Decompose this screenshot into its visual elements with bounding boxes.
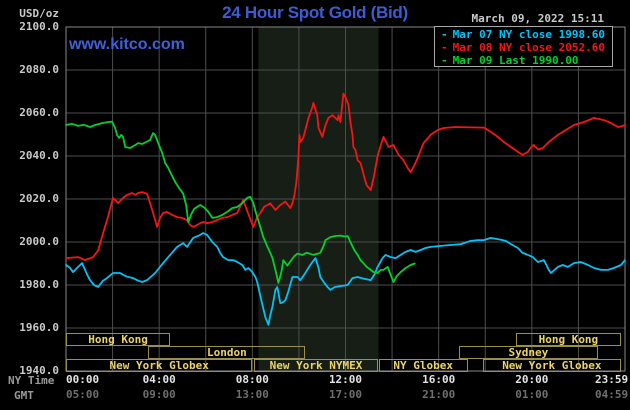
legend-item-mar-08-ny-close: - Mar 08 NY close 2052.60 [441,41,612,54]
y-axis-tick-label: 2080.0 [19,63,59,76]
session-box-sydney: Sydney [458,346,598,359]
session-box-ny-globex: NY Globex [378,359,468,372]
y-axis-tick-label: 1960.0 [19,321,59,334]
x-axis-tick-gmt: 17:00 [328,388,363,401]
legend-dash-swatch: - [441,28,448,41]
y-axis-tick-label: 2100.0 [19,20,59,33]
datetime-label: March 09, 2022 15:11 [471,12,604,25]
session-box-london: London [148,346,306,359]
gmt-caption: GMT [14,389,34,402]
legend-item-mar-09-last: - Mar 09 Last 1990.00 [441,54,612,67]
kitco-watermark: www.kitco.com [69,36,185,53]
y-axis-tick-label: 2000.0 [19,235,59,248]
legend-box: - Mar 07 NY close 1998.60- Mar 08 NY close… [434,26,613,67]
ny-time-caption: NY Time [8,374,55,387]
legend-label: Mar 07 NY close 1998.60 [452,28,605,41]
x-axis-tick-gmt: 21:00 [422,388,456,401]
x-axis-tick-gmt: 13:00 [235,388,269,401]
x-axis-tick-ny: 23:59 [595,373,629,386]
legend-dash-swatch: - [441,54,448,67]
series-line-mar-09 [65,120,416,284]
x-axis-tick-gmt: 05:00 [66,388,100,401]
y-axis-tick-label: 1980.0 [19,278,59,291]
x-axis-tick-ny: 12:00 [328,373,363,386]
x-axis-tick-ny: 08:00 [235,373,269,386]
legend-label: Mar 09 Last 1990.00 [452,54,579,67]
x-axis-tick-gmt: 04:59 [595,388,629,401]
legend-item-mar-07-ny-close: - Mar 07 NY close 1998.60 [441,28,612,41]
y-axis-tick-label: 1940.0 [19,364,59,377]
legend-dash-swatch: - [441,41,448,54]
page-title: 24 Hour Spot Gold (Bid) [222,3,408,22]
x-axis-tick-ny: 16:00 [422,373,456,386]
y-axis-units-label: USD/oz [19,7,59,20]
session-box-new-york-nymex: New York NYMEX [254,359,378,372]
session-box-new-york-globex: New York Globex [482,359,622,372]
session-box-hong-kong: Hong Kong [515,333,622,346]
y-axis-tick-label: 2060.0 [19,106,59,119]
series-line-mar-07 [65,232,626,326]
session-box-hong-kong: Hong Kong [66,333,171,346]
legend-label: Mar 08 NY close 2052.60 [452,41,605,54]
series-line-mar-08 [65,92,626,262]
x-axis-tick-ny: 04:00 [142,373,176,386]
x-axis-tick-ny: 20:00 [515,373,549,386]
x-axis-tick-gmt: 09:00 [142,388,176,401]
x-axis-tick-ny: 00:00 [66,373,100,386]
session-box-new-york-globex: New York Globex [66,359,253,372]
y-axis-tick-label: 2020.0 [19,192,59,205]
x-axis-tick-gmt: 01:00 [515,388,549,401]
y-axis-tick-label: 2040.0 [19,149,59,162]
